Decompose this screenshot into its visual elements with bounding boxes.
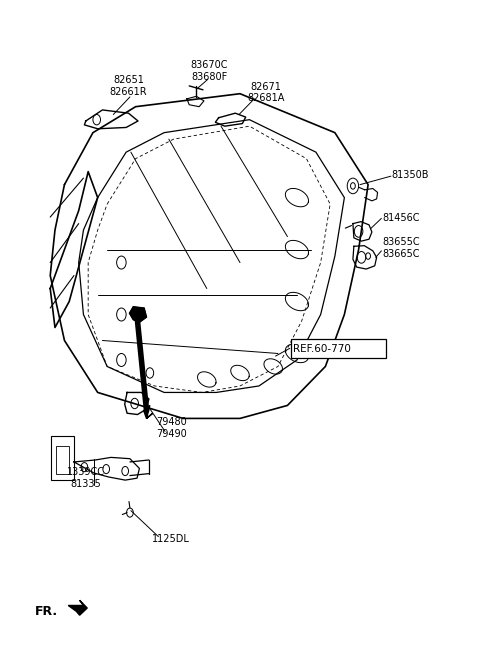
Text: 81350B: 81350B: [392, 170, 429, 180]
Text: 83670C
83680F: 83670C 83680F: [191, 60, 228, 82]
Text: FR.: FR.: [35, 605, 58, 618]
Bar: [291, 339, 385, 358]
Bar: [56, 446, 69, 474]
Text: REF.60-770: REF.60-770: [293, 344, 351, 354]
Text: 82671
82681A: 82671 82681A: [247, 82, 285, 103]
Text: 1339CC
81335: 1339CC 81335: [67, 468, 105, 489]
Bar: [51, 436, 74, 480]
Text: 79480
79490: 79480 79490: [156, 417, 187, 439]
Text: 81456C: 81456C: [383, 214, 420, 223]
Text: 82651
82661R: 82651 82661R: [110, 75, 147, 97]
Polygon shape: [68, 600, 87, 615]
Text: 83655C
83665C: 83655C 83665C: [383, 238, 420, 259]
Text: 1125DL: 1125DL: [152, 534, 190, 544]
Polygon shape: [144, 405, 153, 419]
Polygon shape: [130, 307, 146, 322]
